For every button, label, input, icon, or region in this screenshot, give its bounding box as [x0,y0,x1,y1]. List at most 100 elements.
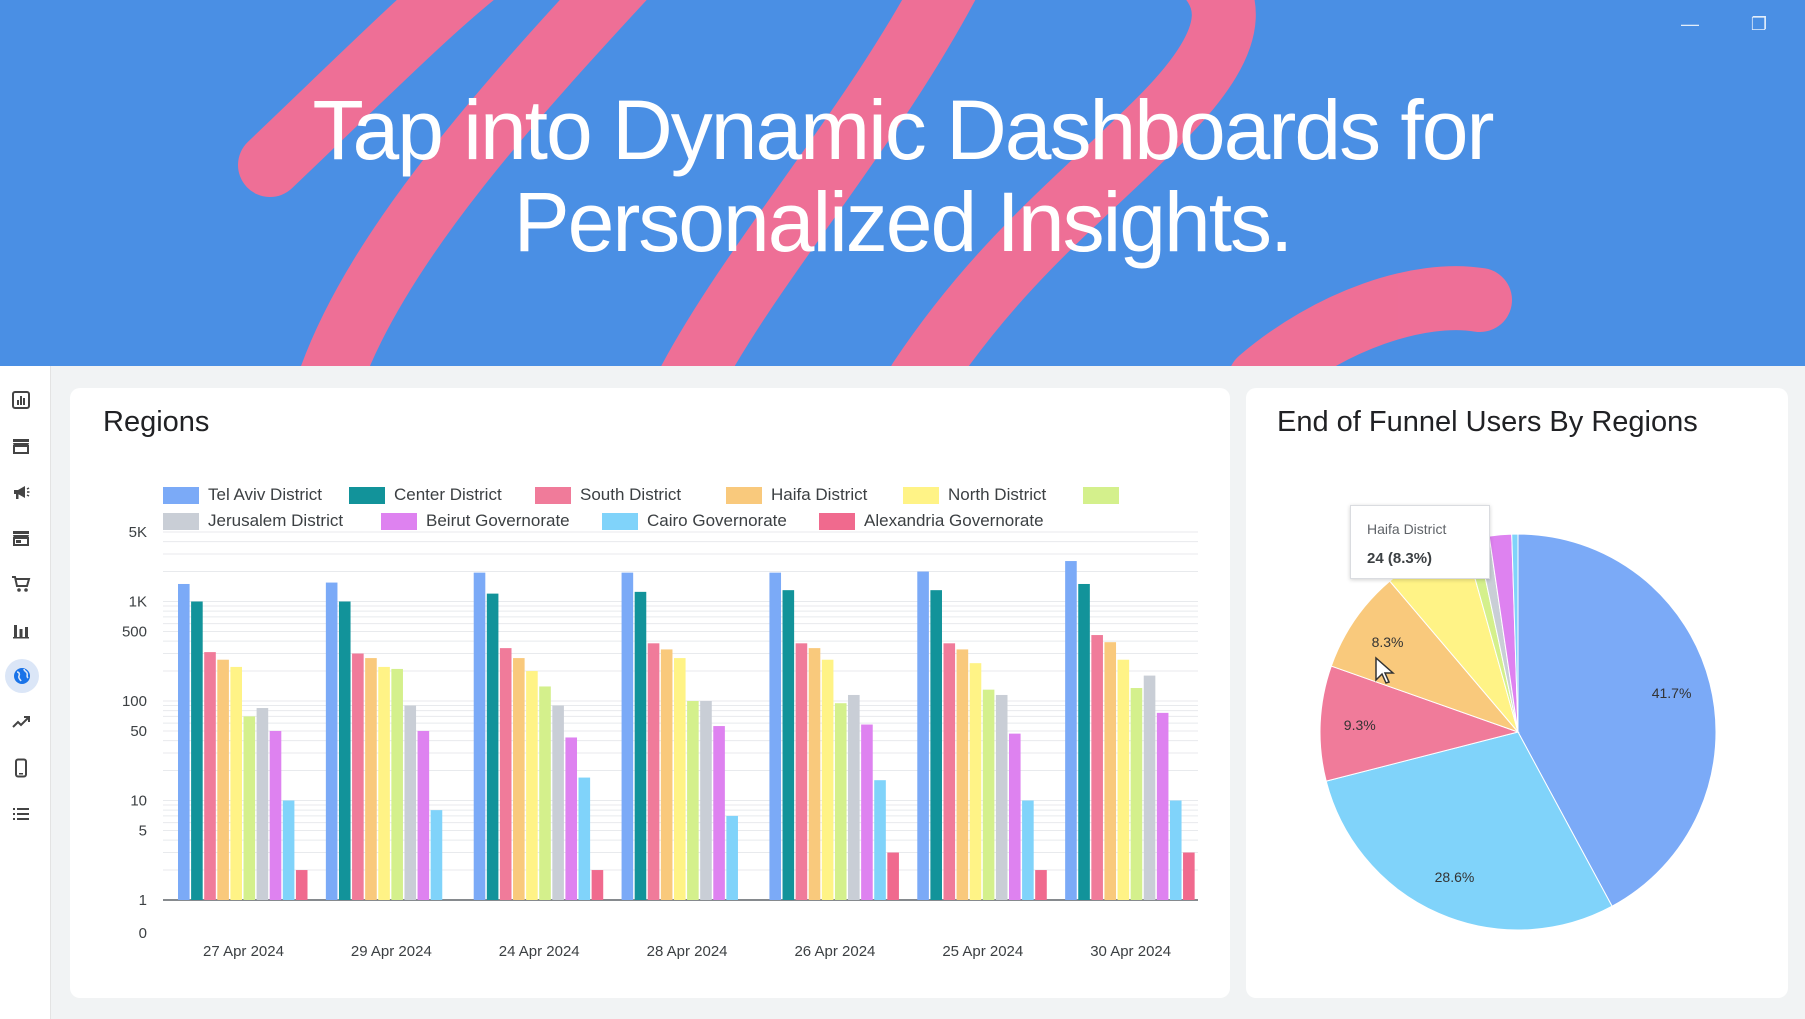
bar-haifa-district[interactable] [513,658,525,900]
legend-item-series-5[interactable] [1083,485,1128,505]
pie-slice-center-district[interactable] [1511,533,1519,733]
bar-chart-icon[interactable] [7,616,35,644]
bar-cairo-governorate[interactable] [1169,800,1182,901]
bar-cairo-governorate[interactable] [282,800,295,901]
bar-jerusalem-district[interactable] [700,701,712,900]
bar-beirut-governorate[interactable] [417,730,430,900]
bar-tel-aviv-district[interactable] [325,582,338,900]
tooltip-value: 24 (8.3%) [1367,550,1433,567]
bar-north-district[interactable] [673,658,686,900]
legend-item-haifa-district[interactable]: Haifa District [726,485,867,505]
bar-haifa-district[interactable] [1104,642,1117,900]
bar-haifa-district[interactable] [217,659,229,900]
legend-label: Alexandria Governorate [864,511,1044,530]
bar-jerusalem-district[interactable] [848,694,860,900]
legend-item-south-district[interactable]: South District [535,485,681,505]
bar-south-district[interactable] [499,648,512,900]
bar-alexandria-governorate[interactable] [295,870,308,900]
globe-icon[interactable] [5,659,39,693]
bar-haifa-district[interactable] [365,658,377,900]
bar-south-district[interactable] [647,643,660,900]
bar-series-5[interactable] [982,689,995,900]
bar-alexandria-governorate[interactable] [887,852,899,900]
bar-series-5[interactable] [243,716,256,900]
legend-item-jerusalem-district[interactable]: Jerusalem District [163,511,343,531]
legend-item-cairo-governorate[interactable]: Cairo Governorate [602,511,787,531]
bar-beirut-governorate[interactable] [861,724,873,900]
phone-icon[interactable] [7,754,35,782]
bar-cairo-governorate[interactable] [726,815,738,900]
bar-north-district[interactable] [526,671,538,900]
bar-series-5[interactable] [834,703,847,900]
bar-center-district[interactable] [1078,583,1090,900]
bar-center-district[interactable] [486,593,499,900]
bar-beirut-governorate[interactable] [565,737,578,900]
report-icon[interactable] [7,386,35,414]
bar-tel-aviv-district[interactable] [178,583,190,900]
bar-alexandria-governorate[interactable] [1183,852,1195,900]
bar-haifa-district[interactable] [660,649,673,900]
bar-center-district[interactable] [338,601,351,901]
legend-item-tel-aviv-district[interactable]: Tel Aviv District [163,485,322,505]
bar-jerusalem-district[interactable] [1143,675,1156,900]
cart-icon[interactable] [7,570,35,598]
store-icon[interactable] [7,432,35,460]
bar-series-5[interactable] [687,701,699,900]
bar-jerusalem-district[interactable] [552,705,564,900]
bar-cairo-governorate[interactable] [874,780,886,900]
bar-cairo-governorate[interactable] [1022,800,1034,901]
storefront-icon[interactable] [7,524,35,552]
bar-beirut-governorate[interactable] [269,730,282,900]
bar-north-district[interactable] [230,666,242,900]
trending-up-icon[interactable] [7,708,35,736]
bar-tel-aviv-district[interactable] [769,572,782,900]
bar-series-5[interactable] [391,668,403,900]
bar-series-5[interactable] [1130,688,1143,900]
bar-jerusalem-district[interactable] [404,705,417,900]
bar-tel-aviv-district[interactable] [621,572,634,900]
pie-slice-haifa-district[interactable] [1330,580,1520,734]
bar-center-district[interactable] [191,601,203,901]
bar-cairo-governorate[interactable] [578,777,591,900]
bar-cairo-governorate[interactable] [430,810,443,900]
bar-north-district[interactable] [1117,659,1130,900]
bar-beirut-governorate[interactable] [1008,733,1021,900]
bar-south-district[interactable] [352,653,364,900]
minimize-button[interactable]: — [1681,14,1699,34]
bar-tel-aviv-district[interactable] [473,572,486,900]
bar-north-district[interactable] [821,659,834,900]
bar-jerusalem-district[interactable] [995,694,1008,900]
pie-slice-cairo-governorate[interactable] [1325,731,1613,931]
bar-alexandria-governorate[interactable] [591,870,604,900]
legend-item-north-district[interactable]: North District [903,485,1046,505]
list-icon[interactable] [7,800,35,828]
legend-item-alexandria-governorate[interactable]: Alexandria Governorate [819,511,1044,531]
bar-north-district[interactable] [969,663,982,900]
bar-center-district[interactable] [634,591,647,900]
legend-swatch [819,512,855,530]
bar-tel-aviv-district[interactable] [917,571,929,900]
bar-center-district[interactable] [782,590,795,900]
bar-north-district[interactable] [378,666,390,900]
bar-south-district[interactable] [204,652,216,900]
bar-beirut-governorate[interactable] [713,726,725,900]
legend-item-center-district[interactable]: Center District [349,485,502,505]
bar-beirut-governorate[interactable] [1156,712,1169,900]
pie-slice-tel-aviv-district[interactable] [1517,533,1717,907]
bar-south-district[interactable] [795,643,808,900]
bar-haifa-district[interactable] [956,649,969,900]
bar-tel-aviv-district[interactable] [1065,561,1077,900]
pie-slice-label: 41.7% [1652,685,1692,701]
restore-button[interactable]: ❐ [1750,14,1768,34]
megaphone-icon[interactable] [7,478,35,506]
legend-item-beirut-governorate[interactable]: Beirut Governorate [381,511,570,531]
pie-slice-south-district[interactable] [1319,665,1520,782]
bar-center-district[interactable] [930,590,942,900]
bar-series-5[interactable] [539,686,551,900]
bar-south-district[interactable] [1091,635,1103,900]
pie-slice-label: 8.3% [1372,634,1404,650]
bar-jerusalem-district[interactable] [256,708,269,900]
bar-haifa-district[interactable] [808,648,821,900]
bar-alexandria-governorate[interactable] [1035,870,1047,900]
bar-south-district[interactable] [943,643,956,900]
